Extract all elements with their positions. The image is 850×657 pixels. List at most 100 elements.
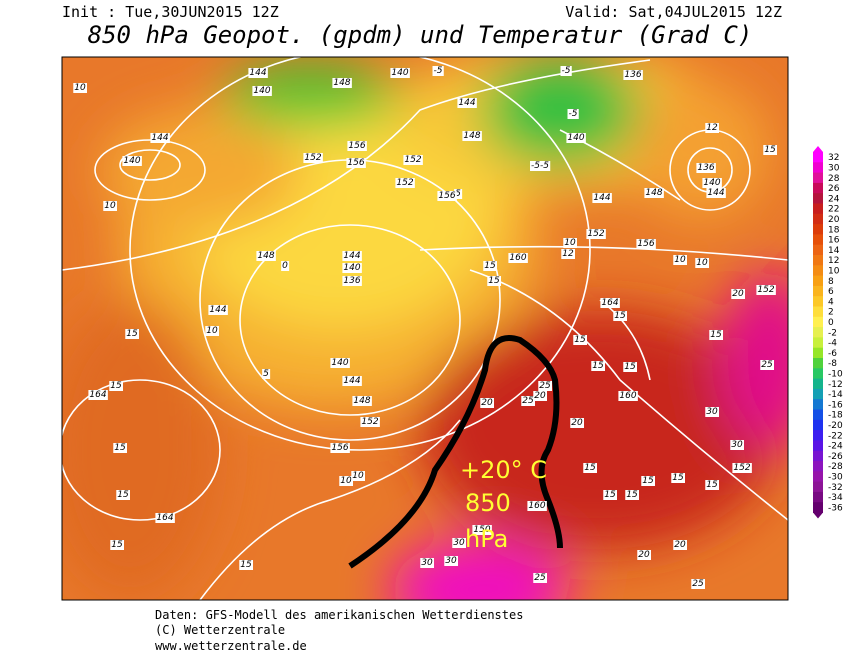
colorbar-swatch [813, 471, 823, 483]
colorbar-label: 4 [828, 297, 834, 307]
colorbar-label: 6 [828, 287, 834, 297]
colorbar-label: 12 [828, 256, 839, 266]
contour-label-box [390, 68, 410, 78]
contour-label: 156 [438, 191, 455, 201]
contour-label: 30 [421, 558, 433, 568]
contour-label-box [88, 390, 108, 400]
contour-label-box [623, 70, 643, 80]
colorbar-swatch [813, 275, 823, 287]
contour-label-box [252, 86, 272, 96]
contour-label-box [538, 381, 552, 391]
contour-label-box [472, 525, 492, 535]
contour-label: -5-5 [531, 161, 549, 171]
contour-label-box [420, 558, 434, 568]
colorbar-label: -26 [828, 452, 843, 462]
colorbar-swatch [813, 255, 823, 266]
contour-label: 152 [304, 153, 321, 163]
colorbar-label: 30 [828, 163, 840, 173]
contour-label: 25 [534, 573, 546, 583]
contour-label-box [457, 98, 477, 108]
contour-label-box [613, 311, 627, 321]
colorbar-swatch [813, 502, 823, 513]
colorbar-label: 24 [828, 194, 840, 204]
colorbar-label: 26 [828, 184, 840, 194]
contour-label-box [705, 123, 719, 133]
contour-label: 15 [626, 490, 638, 500]
contour-label: 5 [263, 369, 269, 379]
colorbar-swatch [813, 244, 823, 256]
contour-label-box [533, 573, 547, 583]
colorbar-swatch [813, 316, 823, 328]
contour-label-box [591, 361, 605, 371]
contour-label-box [709, 330, 723, 340]
colorbar-swatch [813, 265, 823, 277]
contour-label: 15 [592, 361, 604, 371]
contour-label: 12 [562, 249, 574, 259]
contour-label: 10 [340, 476, 352, 486]
colorbar-swatch [813, 296, 823, 307]
contour-label: 10 [74, 83, 86, 93]
contour-label-box [570, 418, 584, 428]
contour-label-box [760, 360, 774, 370]
contour-label-box [483, 261, 497, 271]
contour-label-box [342, 376, 362, 386]
contour-label-box [205, 326, 219, 336]
contour-label: 15 [710, 330, 722, 340]
contour-label-box [641, 476, 655, 486]
colorbar-swatch [813, 224, 823, 235]
contour-label: 10 [352, 471, 364, 481]
contour-label: 25 [692, 579, 704, 589]
contour-label: 12 [706, 123, 718, 133]
colorbar-label: 8 [828, 277, 834, 287]
valid-time: Valid: Sat,04JUL2015 12Z [565, 3, 782, 21]
contour-label: 152 [404, 155, 421, 165]
contour-label: 20 [732, 289, 744, 299]
hot-air-outline [348, 335, 563, 569]
contour-label: 25 [522, 396, 534, 406]
colorbar-label: 18 [828, 225, 840, 235]
contour-label: 10 [104, 201, 116, 211]
contour-label-box [248, 68, 268, 78]
colorbar-label: -2 [828, 328, 837, 338]
contour-label: 15 [624, 362, 636, 372]
colorbar-label: -30 [828, 472, 843, 482]
contour-label-box [586, 229, 606, 239]
contour-label-box [122, 156, 142, 166]
init-time: Init : Tue,30JUN2015 12Z [62, 3, 279, 21]
contour-label: 20 [571, 418, 583, 428]
contour-label: 136 [697, 163, 714, 173]
contour-label: 144 [343, 251, 360, 261]
contour-label-box [563, 238, 577, 248]
colorbar-label: 0 [828, 318, 834, 328]
contour-label: 10 [206, 326, 218, 336]
contour-label: 144 [209, 305, 226, 315]
contour-label-box [347, 141, 367, 151]
contour-label: 140 [253, 86, 270, 96]
colorbar-label: -32 [828, 483, 843, 493]
contour-label: 156 [348, 141, 365, 151]
colorbar-label: -36 [828, 503, 843, 513]
contour-label: 15 [614, 311, 626, 321]
contour-label: 10 [696, 258, 708, 268]
contour-label-box [691, 579, 705, 589]
contour-label-box [600, 298, 620, 308]
colorbar-swatch [813, 172, 823, 184]
colorbar-swatch [813, 440, 823, 452]
contour-label: -5 [569, 109, 578, 119]
contour-label: 150 [473, 525, 490, 535]
contour-label: 156 [347, 158, 364, 168]
colorbar-label: -22 [828, 431, 843, 441]
colorbar-tip [813, 146, 823, 152]
contour-label: 25 [539, 381, 551, 391]
colorbar-swatch [813, 306, 823, 318]
contour-label: 140 [391, 68, 408, 78]
contour-label: 15 [240, 560, 252, 570]
colorbar-label: -34 [828, 493, 843, 503]
contour-label-box [437, 191, 457, 201]
contour-label: 144 [458, 98, 475, 108]
contour-label-box [110, 540, 124, 550]
contour-label-box [673, 255, 687, 265]
contour-label: 15 [642, 476, 654, 486]
